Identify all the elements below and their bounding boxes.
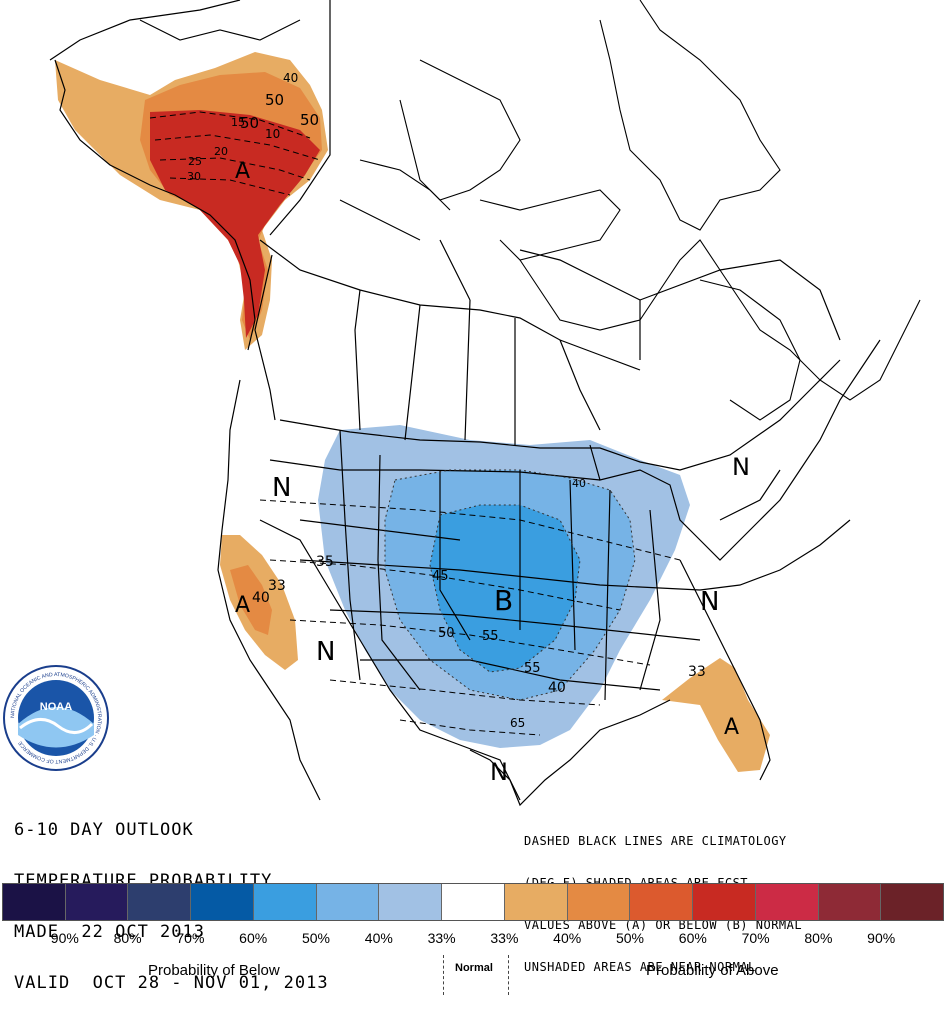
- note-line: DASHED BLACK LINES ARE CLIMATOLOGY: [524, 834, 787, 848]
- legend-swatch: [818, 884, 882, 920]
- outlook-map: A N A N B N N A N 40 50 50 50 10 15 20 2…: [3, 0, 921, 807]
- svg-text:10: 10: [265, 127, 280, 141]
- legend-percent: 70%: [741, 930, 770, 946]
- svg-text:50: 50: [240, 114, 259, 132]
- legend-swatch: [379, 884, 443, 920]
- legend-percent: 90%: [867, 930, 896, 946]
- climatology-lines: [149, 111, 681, 736]
- svg-text:20: 20: [214, 145, 228, 158]
- svg-text:33: 33: [268, 578, 286, 594]
- political-boundaries: [49, 0, 881, 807]
- legend-swatch: [630, 884, 694, 920]
- florida-letter: A: [724, 715, 739, 740]
- central-below-area: [318, 425, 690, 748]
- northwest-letter: N: [272, 473, 291, 503]
- legend-swatch: [253, 884, 317, 920]
- svg-text:35: 35: [316, 554, 334, 570]
- alaska-letter: A: [235, 159, 250, 184]
- legend-swatch: [755, 884, 819, 920]
- svg-text:40: 40: [548, 680, 566, 696]
- legend-percent: 80%: [113, 930, 142, 946]
- probability-legend: [2, 883, 944, 921]
- title-line: VALID OCT 28 - NOV 01, 2013: [14, 973, 329, 993]
- east-letter: N: [700, 587, 719, 617]
- normal-divider-left: [443, 955, 444, 995]
- legend-swatch: [3, 884, 66, 920]
- svg-text:55: 55: [524, 661, 541, 676]
- central-letter: B: [494, 584, 513, 617]
- legend-percent: 33%: [490, 930, 519, 946]
- california-letter: A: [235, 593, 250, 618]
- title-line: 6-10 DAY OUTLOOK: [14, 820, 194, 840]
- legend-percent: 60%: [678, 930, 707, 946]
- california-above-area: [220, 535, 298, 670]
- note-line: VALUES ABOVE (A) OR BELOW (B) NORMAL: [524, 918, 803, 932]
- legend-swatch: [881, 884, 944, 920]
- southwest-letter: N: [316, 637, 335, 667]
- legend-swatch: [567, 884, 631, 920]
- svg-text:65: 65: [510, 716, 525, 730]
- arctic-coastlines: [139, 0, 921, 421]
- above-label: Probability of Above: [646, 962, 779, 979]
- legend-percent: 50%: [615, 930, 645, 946]
- probability-contours: [384, 469, 636, 701]
- legend-percent: 70%: [176, 930, 205, 946]
- south-texas-letter: N: [490, 758, 508, 786]
- normal-divider-right: [508, 955, 509, 995]
- legend-swatch: [316, 884, 380, 920]
- legend-percent: 40%: [553, 930, 582, 946]
- northeast-letter: N: [732, 453, 750, 481]
- contour-value-labels: 40 50 50 50 10 15 20 25 30 35 33 40 45 5…: [187, 71, 706, 730]
- svg-text:40: 40: [283, 71, 298, 85]
- legend-swatch: [65, 884, 129, 920]
- svg-text:40: 40: [572, 477, 586, 490]
- svg-text:50: 50: [265, 91, 284, 109]
- legend-percent: 40%: [364, 930, 393, 946]
- legend-swatch: [442, 884, 505, 920]
- legend-percent: 60%: [239, 930, 268, 946]
- note-line: UNSHADED AREAS ARE NEAR-NORMAL: [524, 960, 756, 974]
- legend-percent: 80%: [804, 930, 833, 946]
- florida-above-area: [662, 658, 770, 772]
- normal-label: Normal: [455, 962, 493, 974]
- svg-text:40: 40: [252, 590, 270, 606]
- legend-swatch: [504, 884, 568, 920]
- legend-swatch: [128, 884, 192, 920]
- title-line: MADE 22 OCT 2013: [14, 922, 205, 942]
- legend-swatch: [191, 884, 254, 920]
- noaa-logo: NOAA NATIONAL OCEANIC AND ATMOSPHERIC AD…: [3, 665, 109, 771]
- alaska-above-area: [55, 52, 328, 350]
- svg-text:25: 25: [188, 155, 202, 168]
- svg-text:15: 15: [231, 116, 245, 129]
- svg-text:45: 45: [432, 569, 449, 584]
- svg-text:50: 50: [300, 111, 319, 129]
- legend-percent: 50%: [301, 930, 331, 946]
- svg-text:50: 50: [438, 626, 455, 641]
- legend-percent: 33%: [427, 930, 456, 946]
- svg-text:55: 55: [482, 629, 499, 644]
- noaa-logo-text: NOAA: [40, 701, 72, 713]
- below-label: Probability of Below: [148, 962, 280, 979]
- legend-percent: 90%: [50, 930, 79, 946]
- svg-text:33: 33: [688, 664, 706, 680]
- legend-swatch: [693, 884, 756, 920]
- svg-text:30: 30: [187, 170, 201, 183]
- region-letters: A N A N B N N A N: [235, 159, 750, 786]
